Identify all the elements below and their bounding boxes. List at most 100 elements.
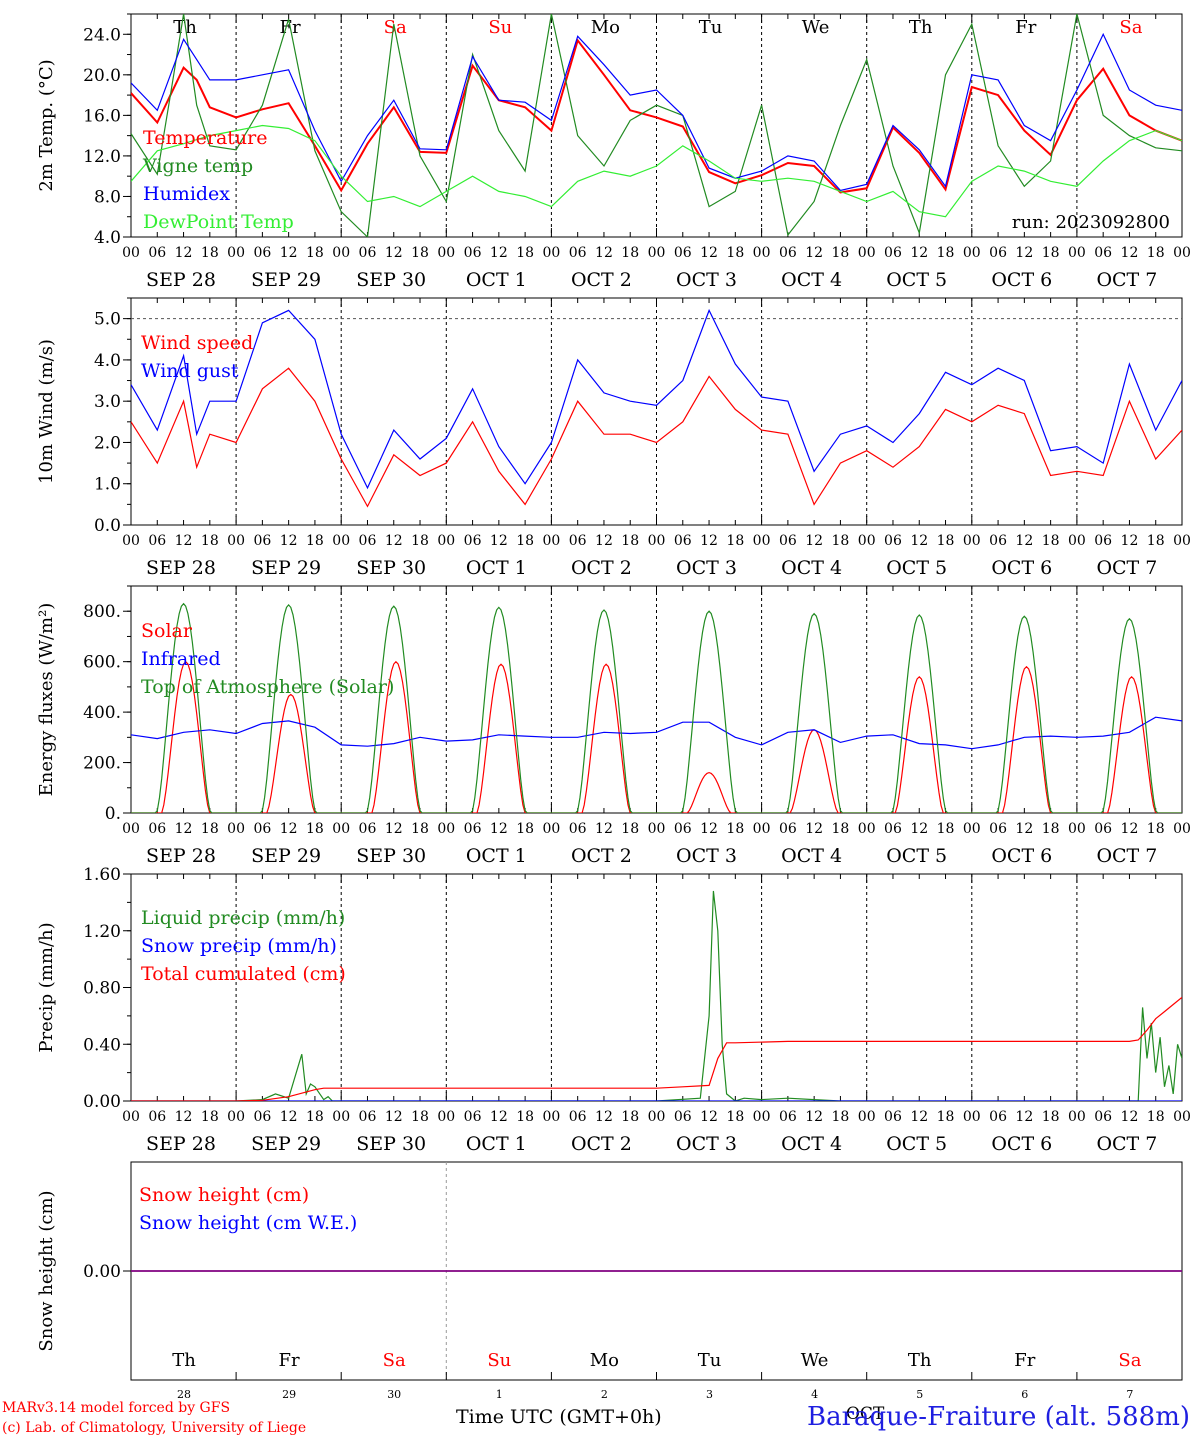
date-label: SEP 28: [146, 269, 216, 291]
x-hour-label: 06: [148, 1109, 166, 1125]
x-hour-label: 06: [884, 245, 902, 261]
credit-line-1: MARv3.14 model forced by GFS: [2, 1400, 231, 1416]
x-hour-label: 18: [621, 533, 639, 549]
date-label: OCT 2: [571, 269, 632, 291]
y-tick-label: 4.0: [94, 228, 121, 248]
x-hour-label: 18: [1147, 533, 1165, 549]
day-name: Mo: [591, 17, 620, 38]
date-label: OCT 1: [466, 557, 527, 579]
x-hour-label: 12: [1015, 1109, 1033, 1125]
y-tick-label: 2.0: [94, 433, 121, 453]
x-hour-label: 06: [779, 533, 797, 549]
x-hour-label: 18: [726, 1109, 744, 1125]
x-hour-label: 12: [700, 1109, 718, 1125]
x-hour-label: 00: [122, 245, 140, 261]
x-hour-label: 18: [201, 821, 219, 837]
x-hour-label: 12: [1015, 821, 1033, 837]
legend-temperature: Temperature: [143, 127, 267, 149]
snow-day-name: Fr: [279, 1350, 300, 1371]
x-hour-label: 12: [175, 245, 193, 261]
x-hour-label: 12: [490, 245, 508, 261]
legend-solar: Solar: [141, 620, 193, 642]
legend-humidex: Humidex: [143, 183, 230, 205]
x-hour-label: 00: [963, 533, 981, 549]
x-hour-label: 00: [858, 245, 876, 261]
x-hour-label: 18: [937, 533, 955, 549]
y-tick-label: 200.: [83, 754, 121, 774]
x-hour-label: 00: [542, 821, 560, 837]
date-label: OCT 5: [886, 557, 947, 579]
series-line-humidex: [131, 32, 1182, 192]
x-hour-label: 18: [516, 245, 534, 261]
wind-axis-title: 10m Wind (m/s): [36, 339, 57, 484]
date-label: SEP 29: [251, 269, 321, 291]
x-hour-label: 12: [700, 533, 718, 549]
date-label: OCT 6: [991, 269, 1052, 291]
y-tick-label: 5.0: [94, 310, 121, 330]
x-hour-label: 18: [1147, 821, 1165, 837]
x-hour-label: 18: [937, 1109, 955, 1125]
y-tick-label: 12.0: [83, 147, 121, 167]
date-label: SEP 28: [146, 1133, 216, 1155]
x-hour-label: 18: [621, 821, 639, 837]
x-hour-label: 06: [148, 245, 166, 261]
date-label: SEP 30: [356, 845, 426, 867]
x-hour-label: 18: [201, 245, 219, 261]
x-hour-label: 00: [753, 245, 771, 261]
x-hour-label: 18: [621, 245, 639, 261]
x-hour-label: 00: [1173, 245, 1191, 261]
x-hour-label: 00: [1068, 821, 1086, 837]
x-hour-label: 06: [884, 821, 902, 837]
x-hour-label: 00: [437, 821, 455, 837]
x-hour-label: 00: [753, 821, 771, 837]
x-hour-label: 00: [1173, 1109, 1191, 1125]
legend-snow-height-cm-: Snow height (cm): [139, 1184, 309, 1206]
day-name: Su: [488, 17, 512, 38]
legend-total-cumulated-cm-: Total cumulated (cm): [141, 963, 346, 985]
snow-day-number: 29: [282, 1388, 296, 1400]
date-label: OCT 3: [676, 1133, 737, 1155]
x-hour-label: 12: [595, 821, 613, 837]
x-hour-label: 18: [516, 821, 534, 837]
date-label: OCT 7: [1096, 845, 1157, 867]
x-hour-label: 18: [937, 245, 955, 261]
x-hour-label: 12: [280, 245, 298, 261]
legend-liquid-precip-mm-h-: Liquid precip (mm/h): [141, 907, 345, 929]
x-hour-label: 00: [437, 245, 455, 261]
x-hour-label: 06: [359, 1109, 377, 1125]
x-hour-label: 18: [832, 821, 850, 837]
x-hour-label: 06: [989, 245, 1007, 261]
x-hour-label: 18: [411, 821, 429, 837]
x-hour-label: 12: [175, 821, 193, 837]
x-hour-label: 00: [227, 1109, 245, 1125]
date-label: OCT 4: [781, 845, 842, 867]
x-hour-label: 12: [910, 245, 928, 261]
x-hour-label: 12: [385, 1109, 403, 1125]
date-label: OCT 3: [676, 845, 737, 867]
x-hour-label: 00: [332, 821, 350, 837]
x-hour-label: 06: [253, 821, 271, 837]
x-hour-label: 18: [516, 1109, 534, 1125]
x-hour-label: 12: [490, 533, 508, 549]
date-label: OCT 2: [571, 1133, 632, 1155]
x-hour-label: 06: [253, 533, 271, 549]
x-hour-label: 00: [963, 245, 981, 261]
x-hour-label: 00: [227, 533, 245, 549]
temperature-panel: 4.0 8.0 12.0 16.0 20.0 24.0 2m Temp. (°C) 00 06 1…: [36, 13, 1191, 291]
x-hour-label: 12: [280, 1109, 298, 1125]
x-hour-label: 06: [989, 533, 1007, 549]
x-hour-label: 00: [227, 245, 245, 261]
x-hour-label: 18: [937, 821, 955, 837]
date-label: OCT 2: [571, 845, 632, 867]
snow-day-name: Th: [908, 1350, 932, 1371]
x-hour-label: 00: [1068, 533, 1086, 549]
x-hour-label: 06: [464, 821, 482, 837]
snow-day-number: 3: [706, 1388, 713, 1400]
x-hour-label: 06: [359, 821, 377, 837]
legend-wind-gust: Wind gust: [141, 360, 239, 382]
x-hour-label: 18: [621, 1109, 639, 1125]
date-label: OCT 3: [676, 557, 737, 579]
x-hour-label: 00: [332, 533, 350, 549]
x-hour-label: 12: [1121, 245, 1139, 261]
y-tick-label: 3.0: [94, 392, 121, 412]
